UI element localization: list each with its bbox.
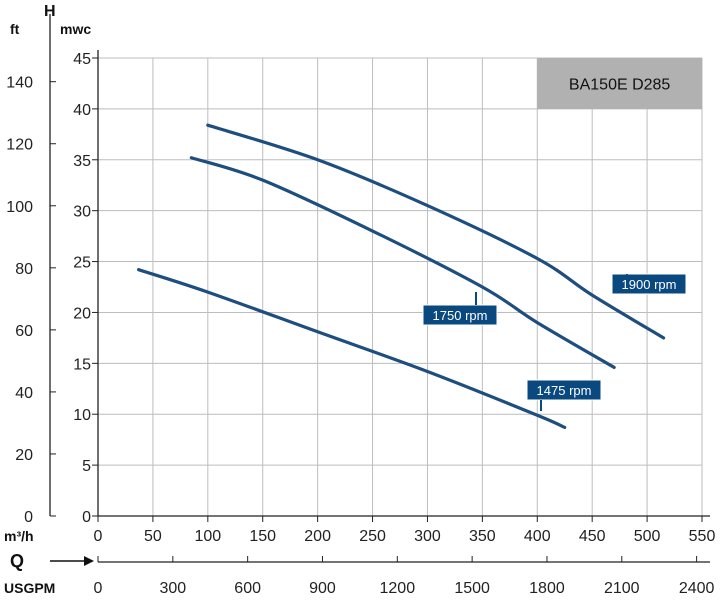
q-arrow-head [84, 556, 94, 566]
series-line-1750-rpm [189, 156, 616, 370]
x-secondary-tick-label: 300 [159, 580, 186, 597]
y-secondary-tick-label: 0 [24, 509, 33, 526]
series-line-1475-rpm [137, 268, 567, 430]
x-secondary-tick-label: 600 [234, 580, 261, 597]
x-tick-label: 250 [359, 528, 386, 545]
x-tick-label: 350 [469, 528, 496, 545]
x-secondary-tick-label: 0 [94, 580, 103, 597]
x-tick-label: 300 [414, 528, 441, 545]
title-box: BA150E D285 [537, 58, 702, 109]
series-lines [137, 123, 666, 430]
series-label-text: 1900 rpm [622, 277, 677, 292]
y-secondary-tick-label: 100 [6, 199, 33, 216]
y-secondary-tick-label: 60 [15, 323, 33, 340]
y-tick-label: 45 [73, 51, 91, 68]
y-axis-symbol: H [44, 3, 56, 20]
series-label-box [526, 379, 602, 401]
y-tick-label: 20 [73, 305, 91, 322]
x-secondary-tick-label: 900 [309, 580, 336, 597]
x-tick-label: 550 [689, 528, 716, 545]
series-label-text: 1750 rpm [433, 308, 488, 323]
y-tick-label: 35 [73, 153, 91, 170]
x-tick-label: 50 [144, 528, 162, 545]
y-secondary-tick-label: 20 [15, 447, 33, 464]
y-tick-label: 40 [73, 102, 91, 119]
x-axis-unit-primary: m³/h [4, 528, 34, 544]
x-axis-symbol: Q [10, 551, 24, 571]
y-tick-label: 30 [73, 204, 91, 221]
series-label-1475-rpm: 1475 rpm [526, 379, 602, 411]
x-secondary-tick-label: 1800 [529, 580, 565, 597]
x-tick-label: 400 [524, 528, 551, 545]
y-tick-label: 0 [82, 509, 91, 526]
y-tick-label: 5 [82, 458, 91, 475]
axes [49, 14, 710, 563]
series-label-text: 1475 rpm [537, 383, 592, 398]
x-tick-label: 450 [579, 528, 606, 545]
y-axis-unit-primary: mwc [60, 21, 91, 37]
x-secondary-tick-label: 2400 [679, 580, 715, 597]
y-tick-label: 15 [73, 356, 91, 373]
series-label-1900-rpm: 1900 rpm [611, 273, 687, 295]
series-label-1750-rpm: 1750 rpm [422, 292, 498, 326]
title-box-background [537, 58, 702, 109]
y-tick-label: 25 [73, 255, 91, 272]
series-label-box [422, 304, 498, 326]
x-tick-label: 150 [249, 528, 276, 545]
y-secondary-tick-label: 40 [15, 385, 33, 402]
x-axis-unit-secondary: USGPM [4, 580, 55, 596]
x-tick-label: 100 [194, 528, 221, 545]
series-label-box [611, 273, 687, 295]
y-axis-unit-secondary: ft [10, 21, 20, 37]
y-secondary-tick-label: 80 [15, 261, 33, 278]
x-secondary-tick-label: 1200 [380, 580, 416, 597]
x-tick-label: 0 [94, 528, 103, 545]
q-arrow-icon [50, 556, 94, 566]
y-tick-label: 10 [73, 407, 91, 424]
series-line-1900-rpm [206, 123, 666, 340]
y-secondary-tick-label: 140 [6, 75, 33, 92]
x-tick-label: 200 [304, 528, 331, 545]
x-tick-label: 500 [634, 528, 661, 545]
y-secondary-tick-label: 120 [6, 137, 33, 154]
series-labels: 1900 rpm 1750 rpm 1475 rpm [422, 273, 687, 411]
x-secondary-tick-label: 2100 [604, 580, 640, 597]
x-secondary-tick-label: 1500 [454, 580, 490, 597]
chart-title: BA150E D285 [569, 76, 671, 93]
